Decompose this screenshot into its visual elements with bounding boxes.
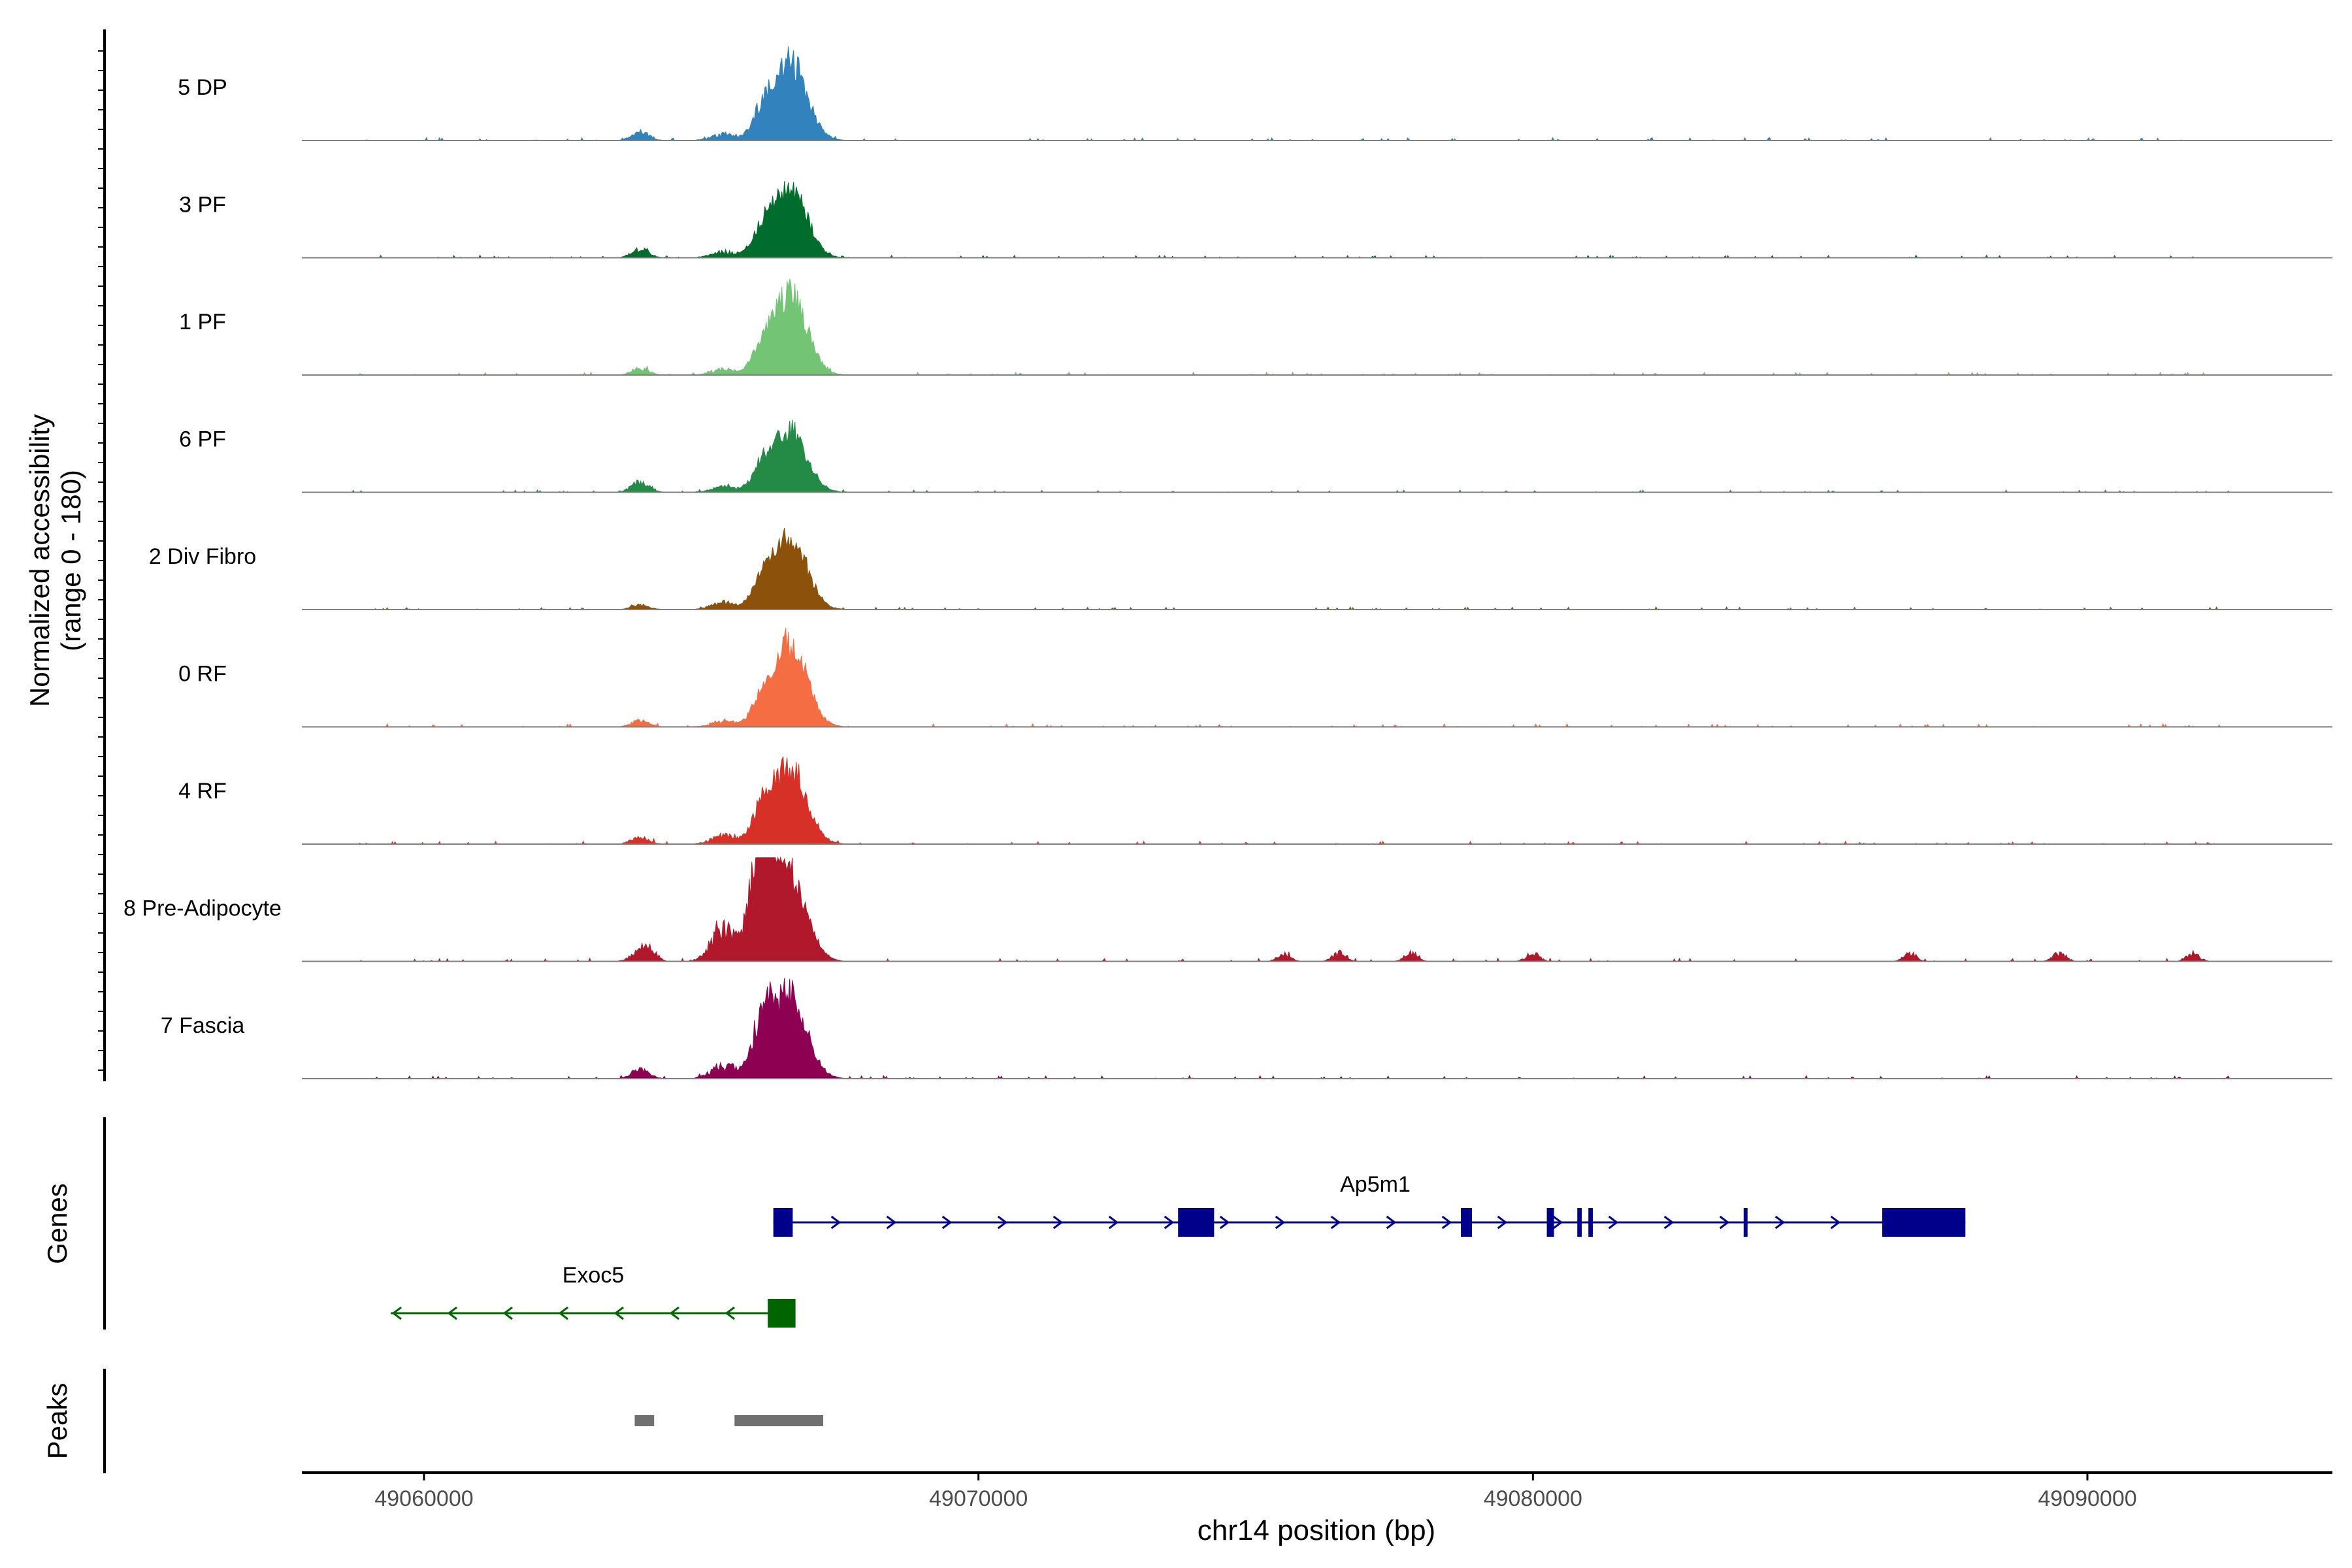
strand-arrow (830, 1215, 841, 1230)
strand-arrow (886, 1215, 897, 1230)
track-label: 1 PF (179, 310, 226, 335)
coverage-track: 1 PF (179, 278, 2332, 376)
strand-arrow (669, 1306, 679, 1320)
genes-panel-label: Genes (42, 1183, 73, 1264)
peak-region (734, 1415, 824, 1426)
strand-arrow (997, 1215, 1008, 1230)
strand-arrow (1108, 1215, 1119, 1230)
strand-arrow (1275, 1215, 1286, 1230)
strand-arrow (1608, 1215, 1619, 1230)
gene-exon (1882, 1208, 1966, 1237)
track-label: 5 DP (178, 75, 227, 100)
coverage-track: 7 Fascia (161, 978, 2332, 1080)
track-label: 2 Div Fibro (149, 544, 256, 569)
coverage-track: 6 PF (179, 419, 2332, 493)
peaks-panel-label: Peaks (42, 1383, 73, 1460)
strand-arrow (447, 1306, 457, 1320)
track-label: 0 RF (178, 662, 227, 687)
coverage-y-axis (98, 29, 106, 1081)
strand-arrow (1830, 1215, 1841, 1230)
peaks-panel: Peaks (42, 1369, 824, 1473)
strand-arrow (1663, 1215, 1674, 1230)
gene-exon (1178, 1208, 1215, 1237)
strand-arrow (613, 1306, 624, 1320)
y-axis-label: Normalized accessibility (24, 414, 55, 707)
gene-exon (1461, 1208, 1472, 1237)
track-label: 4 RF (178, 779, 227, 804)
strand-arrow (1719, 1215, 1730, 1230)
x-tick-label: 49080000 (1484, 1486, 1582, 1511)
gene-exon (773, 1208, 793, 1237)
coverage-track: 0 RF (178, 628, 2332, 728)
gene-label: Ap5m1 (1340, 1172, 1411, 1197)
gene-exon (1577, 1208, 1582, 1237)
strand-arrow (1219, 1215, 1230, 1230)
coverage-track: 5 DP (178, 46, 2332, 142)
gene-exon (1743, 1208, 1748, 1237)
x-tick-label: 49090000 (2038, 1486, 2136, 1511)
strand-arrow (502, 1306, 513, 1320)
coverage-track: 8 Pre-Adipocyte (123, 856, 2332, 962)
strand-arrow (1053, 1215, 1064, 1230)
strand-arrow (941, 1215, 953, 1230)
coverage-track: 2 Div Fibro (149, 527, 2332, 610)
coverage-track: 3 PF (179, 181, 2332, 259)
gene-model: Ap5m1 (773, 1172, 1966, 1237)
strand-arrow (1497, 1215, 1508, 1230)
gene-exon (1546, 1208, 1554, 1237)
strand-arrow (1164, 1215, 1175, 1230)
track-label: 6 PF (179, 427, 226, 452)
strand-arrow (558, 1306, 568, 1320)
track-label: 3 PF (179, 193, 226, 218)
strand-arrow (1386, 1215, 1397, 1230)
x-axis: chr14 position (bp) 49060000 49070000 4908… (302, 1471, 2332, 1546)
genes-panel: Genes Ap5m1 Exoc5 (42, 1117, 1966, 1330)
x-tick-label: 49070000 (929, 1486, 1028, 1511)
track-label: 8 Pre-Adipocyte (123, 896, 282, 921)
strand-arrow (1774, 1215, 1786, 1230)
x-axis-title: chr14 position (bp) (1198, 1514, 1435, 1546)
peak-region (634, 1415, 655, 1426)
track-label: 7 Fascia (161, 1013, 245, 1038)
y-axis-title: Normalized accessibility (range 0 - 180) (24, 414, 86, 707)
coverage-tracks: 5 DP 3 PF 1 PF 6 PF 2 Div Fibro 0 RF 4 RF 8 Pre… (123, 46, 2332, 1080)
strand-arrow (1441, 1215, 1452, 1230)
gene-exon (768, 1299, 796, 1328)
y-axis-sublabel: (range 0 - 180) (56, 470, 86, 651)
strand-arrow (391, 1306, 402, 1320)
x-tick-label: 49060000 (374, 1486, 473, 1511)
coverage-track: 4 RF (178, 756, 2332, 845)
gene-exon (1588, 1208, 1593, 1237)
strand-arrow (1552, 1215, 1563, 1230)
gene-label: Exoc5 (563, 1263, 625, 1288)
strand-arrow (725, 1306, 735, 1320)
gene-model: Exoc5 (391, 1263, 796, 1328)
strand-arrow (1330, 1215, 1341, 1230)
